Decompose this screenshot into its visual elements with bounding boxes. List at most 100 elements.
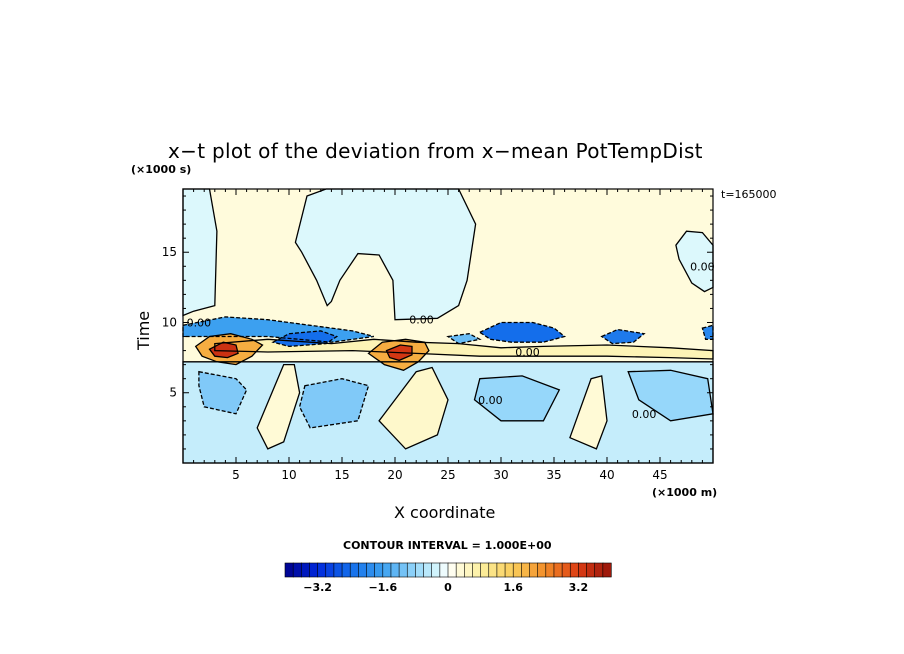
colorbar-cell [545,562,555,578]
x-tick-label: 45 [652,468,667,482]
contour-upper-middle-negative [294,188,477,321]
colorbar-cell [529,562,539,578]
chart-title: x−t plot of the deviation from x−mean Po… [168,139,703,163]
region-blob-left-negative [198,371,247,414]
colorbar-cell [488,562,498,578]
region-upper-right-negative [675,231,713,292]
contour-hot-1-outer [194,333,264,366]
plot-fill-layer [183,189,714,463]
contour-hot-2-outer [367,338,430,372]
x-axis-label: X coordinate [394,503,496,522]
colorbar-cell [300,562,311,578]
colorbar-cell [480,562,490,578]
contour-label-4: 0.00 [690,260,715,273]
colorbar-cell [472,562,482,578]
contour-label-layer: 0.00 0.00 0.00 0.00 0.00 0.00 [187,260,715,421]
contour-cold-band-far-right [600,328,646,345]
x-tick-label: 5 [232,468,240,482]
region-positive-pocket-1 [257,364,300,449]
colorbar-tick-label: 1.6 [503,581,523,594]
time-stamp-label: t=165000 [721,188,777,201]
region-cold-band-far-right [601,329,645,344]
colorbar-cell [309,562,319,578]
colorbar-cell [512,562,522,578]
y-axis-unit: (×1000 s) [131,163,192,176]
region-upper-middle-negative [295,189,476,320]
x-tick-label: 20 [387,468,402,482]
region-cold-band-gap [448,333,480,344]
region-warm-band [214,339,714,359]
colorbar-cell [431,562,441,578]
region-cold-band-right [479,322,565,343]
colorbar-tick-label: 3.2 [569,581,589,594]
colorbar-cell [602,562,612,578]
colorbar-cell [415,562,425,578]
colorbar-cell [374,562,384,578]
colorbar: −3.2 −1.6 0 1.6 3.2 [284,562,612,594]
y-tick-label: 5 [169,386,177,400]
colorbar-tick-label: 0 [444,581,452,594]
colorbar-tick-label: −1.6 [368,581,397,594]
colorbar-cell [504,562,514,578]
x-tick-label: 30 [493,468,508,482]
contour-cold-band-right [478,321,567,343]
x-axis-unit: (×1000 m) [652,486,718,499]
contour-blob-left-negative [198,370,248,415]
region-positive-pocket-3 [569,375,607,449]
contour-cold-band-gap [446,333,482,345]
x-tick-label: 40 [599,468,614,482]
region-blob-mid-negative [299,378,369,428]
colorbar-cell [496,562,506,578]
colorbar-cell [447,562,457,578]
colorbar-cell [292,562,302,578]
contour-label-2: 0.00 [515,346,540,359]
colorbar-cell [317,562,327,578]
x-tick-label: 35 [546,468,561,482]
colorbar-cell [325,562,335,578]
region-blob-far-right-negative [628,370,713,421]
contour-label-1: 0.00 [409,314,434,327]
colorbar-cell [423,562,433,578]
contour-hot-1-inner [208,341,239,359]
x-tick-label: 25 [440,468,455,482]
colorbar-cell [439,562,449,578]
colorbar-cell [561,562,571,578]
colorbar-cell [521,562,531,578]
contour-hot-2-inner [385,344,413,362]
colorbar-cell [390,562,400,578]
region-positive-pocket-2 [379,367,448,449]
contour-positive-pocket-3 [569,375,608,450]
contour-label-5: 0.00 [632,408,657,421]
colorbar-cell [349,562,359,578]
colorbar-cell [358,562,368,578]
region-cold-band-right-2 [702,325,713,340]
colorbar-cell [333,562,343,578]
colorbar-cell [553,562,563,578]
y-axis-ticks: 5 10 15 [162,195,713,450]
colorbar-tick-label: −3.2 [303,581,332,594]
colorbar-cell [569,562,579,578]
colorbar-cell [463,562,474,578]
contour-label-0: 0.00 [187,316,212,329]
region-blob-right-negative [474,375,560,421]
contour-blob-right-negative [473,375,561,422]
contour-blob-mid-negative [298,378,370,429]
colorbar-cell [366,562,376,578]
colorbar-cell [586,562,596,578]
colorbar-cell [537,562,547,578]
contour-interval-label: CONTOUR INTERVAL = 1.000E+00 [343,539,552,552]
contour-cold-band-top [182,316,374,343]
colorbar-cell [406,562,416,578]
colorbar-cell [455,562,465,578]
y-tick-label: 10 [162,315,177,329]
x-axis-ticks: 5 10 15 20 25 30 35 40 45 [193,189,703,482]
x-tick-label: 10 [281,468,296,482]
colorbar-cell [382,562,392,578]
colorbar-cell [398,562,408,578]
contour-positive-pocket-1 [256,363,301,450]
colorbar-cell [578,562,588,578]
y-tick-label: 15 [162,245,177,259]
colorbar-cell [284,562,294,578]
colorbar-cell [341,562,351,578]
